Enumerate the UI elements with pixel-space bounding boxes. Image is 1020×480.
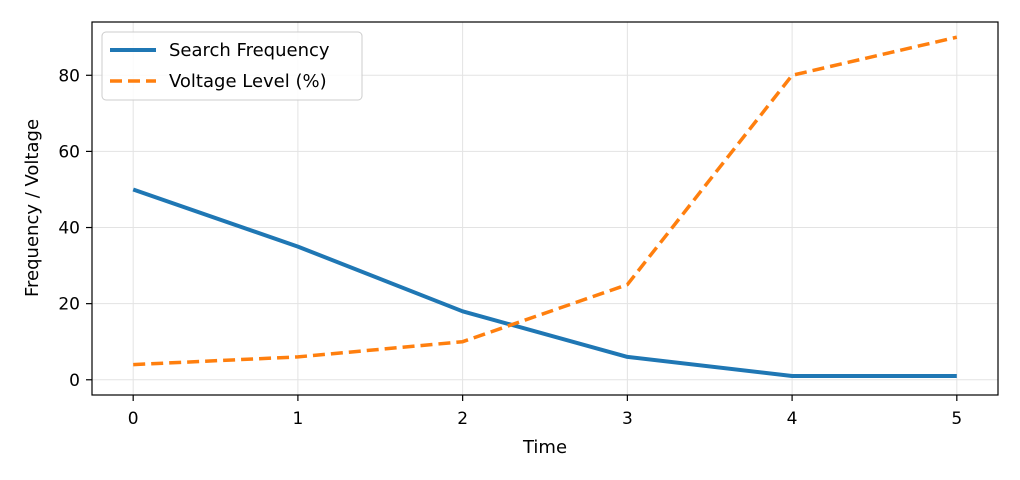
- legend-box: [101, 31, 363, 101]
- y-tick-label: 20: [58, 295, 80, 315]
- legend-label-voltage-level: Voltage Level (%): [169, 71, 327, 92]
- x-axis-label: Time: [522, 437, 567, 458]
- legend: Search Frequency Voltage Level (%): [101, 31, 363, 101]
- x-tick-label: 0: [128, 409, 139, 429]
- axis-ticks: 0 1 2 3 4 5 0 20 40 60 80: [58, 66, 962, 429]
- legend-label-search-frequency: Search Frequency: [169, 40, 330, 61]
- y-tick-label: 60: [58, 142, 80, 162]
- x-tick-label: 4: [787, 409, 798, 429]
- y-tick-label: 80: [58, 66, 80, 86]
- plot-frame: [91, 21, 999, 396]
- y-axis-label: Frequency / Voltage: [22, 119, 43, 297]
- x-tick-label: 5: [951, 409, 962, 429]
- series-line-search-frequency: [132, 187, 957, 378]
- x-tick-label: 1: [292, 409, 303, 429]
- y-tick-label: 40: [58, 219, 80, 239]
- series-line-voltage-level: [133, 35, 958, 367]
- x-tick-label: 2: [457, 409, 468, 429]
- series-lines: [132, 35, 958, 378]
- x-tick-label: 3: [622, 409, 633, 429]
- y-tick-label: 0: [69, 371, 80, 391]
